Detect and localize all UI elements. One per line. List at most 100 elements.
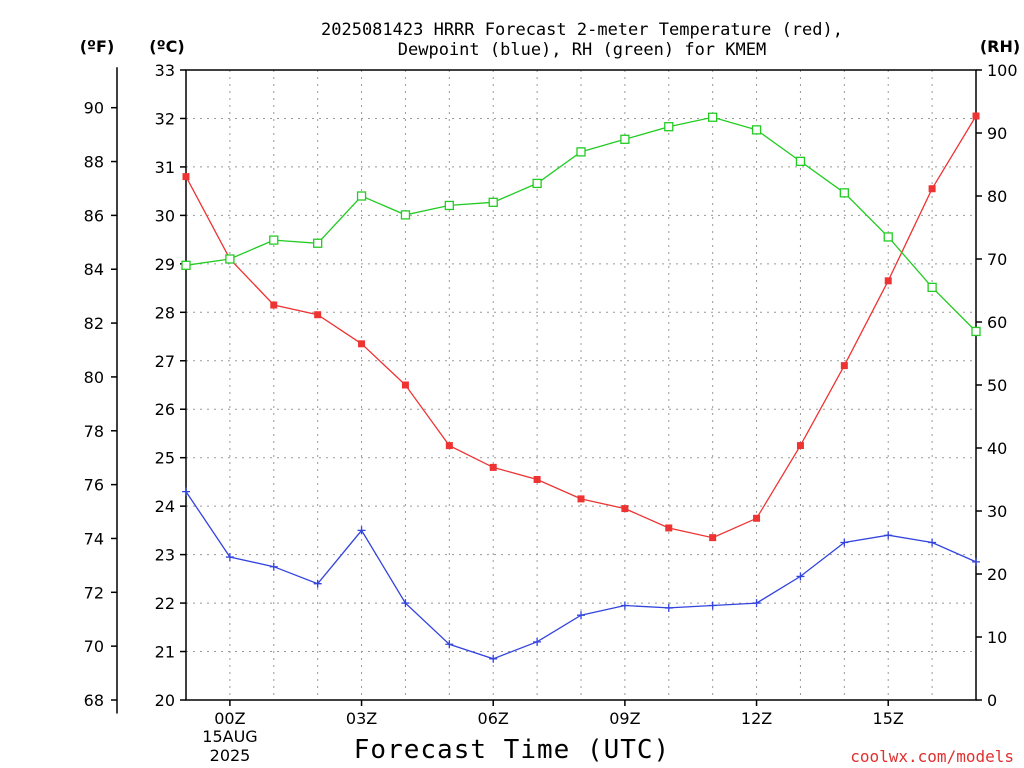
temperature-point — [796, 442, 804, 450]
fahrenheit-tick-label: 76 — [84, 476, 104, 495]
x-axis-label: Forecast Time (UTC) — [354, 735, 670, 765]
rh-tick-label: 80 — [987, 187, 1007, 206]
temperature-point — [928, 185, 936, 193]
rh-point — [444, 200, 454, 211]
celsius-tick-label: 28 — [155, 303, 175, 322]
rh-point — [795, 156, 806, 167]
rh-point — [532, 178, 542, 189]
rh-point — [927, 282, 937, 293]
temperature-point — [972, 112, 980, 120]
temperature-point — [577, 495, 585, 503]
rh-tick-label: 20 — [987, 565, 1007, 584]
celsius-tick-label: 26 — [155, 400, 175, 419]
dewpoint-point — [796, 572, 805, 581]
rh-point — [664, 122, 674, 132]
rh-point — [708, 112, 718, 122]
series-temperature — [182, 112, 980, 542]
dewpoint-point — [225, 553, 234, 562]
tick-labels: 68 70 72 74 76 78 80 82 84 86 88 90 20 21 22 23 24 25 26 27… — [84, 61, 1018, 728]
dewpoint-point — [840, 538, 849, 547]
fahrenheit-tick-label: 78 — [84, 422, 104, 441]
dewpoint-point — [664, 603, 673, 612]
temperature-point — [621, 505, 629, 513]
x-tick-label: 15Z — [873, 709, 904, 728]
temperature-point — [533, 476, 541, 483]
temperature-point — [182, 173, 190, 181]
celsius-tick-label: 24 — [155, 497, 175, 516]
celsius-unit-label: (ºC) — [149, 37, 184, 56]
rh-unit-label: (RH) — [980, 37, 1020, 56]
rh-tick-label: 70 — [987, 250, 1007, 269]
rh-point — [576, 147, 586, 157]
temperature-point — [445, 442, 453, 450]
fahrenheit-unit-label: (ºF) — [80, 37, 115, 56]
celsius-tick-label: 23 — [155, 546, 175, 565]
rh-point — [839, 188, 849, 198]
fahrenheit-tick-label: 80 — [84, 368, 104, 387]
rh-point — [620, 134, 630, 144]
rh-tick-label: 90 — [987, 124, 1007, 143]
rh-tick-label: 0 — [987, 691, 997, 710]
rh-point — [225, 254, 235, 264]
grid-lines — [186, 70, 976, 700]
temperature-point — [401, 381, 409, 389]
chart-title-line2: Dewpoint (blue), RH (green) for KMEM — [398, 40, 766, 60]
celsius-tick-label: 27 — [155, 352, 175, 371]
dewpoint-point — [533, 637, 542, 646]
celsius-tick-label: 30 — [155, 206, 175, 225]
x-tick-label: 06Z — [478, 709, 509, 728]
dewpoint-point — [620, 601, 629, 610]
x-tick-label: 03Z — [346, 709, 377, 728]
rh-point — [971, 326, 981, 337]
rh-point — [313, 238, 323, 248]
dewpoint-point — [269, 562, 278, 571]
rh-tick-label: 10 — [987, 628, 1007, 647]
dewpoint-point — [489, 654, 498, 663]
rh-tick-label: 40 — [987, 439, 1007, 458]
temperature-point — [753, 514, 761, 522]
rh-tick-label: 50 — [987, 376, 1007, 395]
rh-tick-label: 100 — [987, 61, 1018, 80]
dewpoint-point — [708, 601, 717, 610]
series-rh — [181, 112, 981, 337]
x-tick-label: 12Z — [741, 709, 772, 728]
chart-title-line1: 2025081423 HRRR Forecast 2-meter Tempera… — [321, 20, 843, 40]
dewpoint-point — [445, 640, 454, 649]
temperature-point — [665, 524, 673, 532]
dewpoint-point — [928, 538, 937, 547]
rh-point — [488, 197, 498, 207]
temperature-point — [709, 534, 717, 542]
rh-tick-label: 30 — [987, 502, 1007, 521]
dewpoint-point — [182, 487, 190, 496]
dewpoint-point — [313, 579, 322, 588]
watermark: coolwx.com/models — [850, 747, 1014, 766]
celsius-tick-label: 25 — [155, 449, 175, 468]
dewpoint-point — [752, 599, 761, 608]
fahrenheit-tick-label: 68 — [84, 691, 104, 710]
x-tick-label: 09Z — [609, 709, 640, 728]
dewpoint-point — [357, 526, 366, 535]
axes — [111, 67, 982, 714]
date-label-year: 2025 — [210, 746, 251, 765]
celsius-tick-label: 22 — [155, 594, 175, 613]
date-label-day: 15AUG — [202, 727, 257, 746]
temperature-point — [884, 277, 892, 285]
temperature-point — [270, 301, 278, 309]
celsius-tick-label: 31 — [155, 158, 175, 177]
temperature-point — [314, 311, 322, 319]
fahrenheit-tick-label: 82 — [84, 314, 104, 333]
dewpoint-point — [884, 531, 893, 540]
celsius-tick-label: 33 — [155, 61, 175, 80]
data-series — [181, 112, 981, 663]
dewpoint-point — [401, 599, 410, 608]
rh-point — [181, 260, 191, 270]
fahrenheit-tick-label: 88 — [84, 153, 104, 172]
celsius-tick-label: 20 — [155, 691, 175, 710]
rh-point — [751, 125, 762, 135]
rh-point — [356, 191, 367, 201]
temperature-point — [358, 340, 366, 348]
x-tick-label: 00Z — [214, 709, 245, 728]
rh-tick-label: 60 — [987, 313, 1007, 332]
fahrenheit-tick-label: 86 — [84, 206, 104, 225]
